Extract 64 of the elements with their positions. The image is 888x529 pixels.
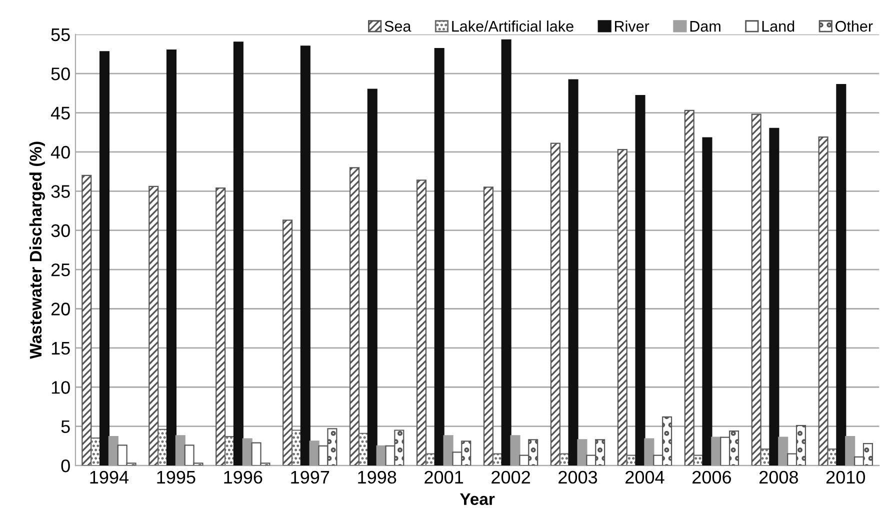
- y-tick-label: 50: [51, 68, 70, 80]
- legend-label: Sea: [384, 20, 412, 32]
- y-tick-label: 20: [51, 302, 70, 316]
- bar: [492, 453, 502, 466]
- y-tick-label: 0: [61, 459, 70, 472]
- bar: [827, 448, 838, 466]
- bar: [769, 128, 780, 466]
- x-tick-label: 1997: [291, 470, 330, 484]
- legend-label: River: [615, 20, 650, 32]
- bar: [751, 114, 762, 466]
- bar: [90, 438, 101, 466]
- x-tick-label: 2004: [626, 470, 664, 484]
- x-tick-label: 1994: [90, 470, 129, 484]
- bar: [684, 110, 694, 466]
- bar: [617, 149, 628, 466]
- bar: [483, 186, 494, 466]
- bar: [367, 88, 378, 466]
- bar: [568, 79, 578, 466]
- x-tick-label: 2010: [826, 470, 866, 484]
- x-tick-label: 2006: [692, 470, 731, 484]
- y-tick-label: 55: [51, 28, 70, 42]
- x-tick-label: 2002: [492, 470, 530, 484]
- bar: [350, 167, 360, 466]
- bar: [82, 174, 92, 466]
- y-tick-label: 10: [52, 381, 70, 394]
- bar: [836, 84, 846, 466]
- legend-label: Land: [762, 20, 794, 32]
- bar: [559, 453, 570, 466]
- bar: [233, 42, 244, 466]
- bar: [501, 39, 512, 466]
- x-tick-label: 1996: [224, 470, 262, 484]
- bar: [434, 48, 444, 466]
- y-tick-label: 30: [51, 224, 70, 238]
- legend-label: Other: [836, 20, 873, 32]
- bar: [550, 142, 560, 466]
- x-tick-label: 2003: [558, 470, 598, 484]
- y-tick-label: 5: [61, 420, 70, 434]
- x-axis-title: Year: [460, 493, 495, 506]
- bar: [291, 430, 302, 466]
- bar: [300, 46, 310, 466]
- x-tick-label: 1995: [157, 470, 196, 484]
- bar: [282, 220, 293, 466]
- y-tick-label: 40: [50, 146, 70, 159]
- y-axis-title: Wastewater Discharged (%): [29, 142, 45, 359]
- x-tick-label: 2001: [424, 470, 464, 484]
- bar: [158, 428, 168, 466]
- legend-label: Lake/Artificial lake: [452, 20, 574, 32]
- bar: [702, 137, 712, 466]
- bar: [818, 136, 828, 466]
- y-tick-label: 35: [51, 185, 70, 198]
- bar: [99, 51, 110, 466]
- y-tick-label: 25: [51, 263, 70, 276]
- x-tick-label: 2008: [759, 470, 798, 484]
- y-tick-label: 45: [50, 106, 70, 120]
- x-tick-label: 1998: [358, 470, 396, 484]
- bar: [224, 436, 235, 466]
- bar: [148, 186, 159, 466]
- bar: [425, 453, 436, 466]
- y-tick-label: 15: [52, 342, 70, 355]
- bar: [635, 94, 646, 466]
- bar: [216, 187, 226, 466]
- bar: [166, 50, 176, 466]
- legend-label: Dam: [690, 21, 720, 32]
- bar: [416, 180, 427, 466]
